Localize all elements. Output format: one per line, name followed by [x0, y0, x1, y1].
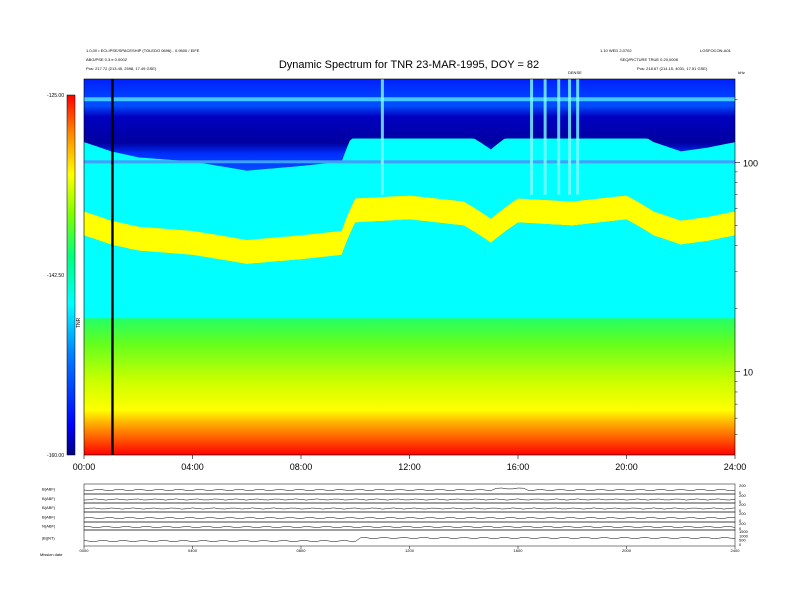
- chart-title: Dynamic Spectrum for TNR 23-MAR-1995, DO…: [279, 59, 539, 71]
- cyan-lower-band: [84, 219, 735, 319]
- lower-x-tick-label-5: 2000: [622, 548, 632, 553]
- panel-right-tick-5-2: 500: [739, 538, 746, 543]
- colorbar-side-label: TNR: [76, 317, 82, 328]
- panel-right-tick-3-0: 200: [739, 511, 746, 516]
- panel-right-tick-5-3: 0: [739, 542, 742, 547]
- burst-4: [568, 79, 572, 195]
- panel-right-tick-0-1: 0: [739, 490, 742, 495]
- panel-trace-4: [83, 526, 736, 528]
- colorbar-bottom-label: -160.00: [47, 453, 64, 459]
- lower-x-tick-label-4: 1600: [514, 548, 524, 553]
- footer-left-label: Mission date: [40, 552, 63, 557]
- panel-label-0: B(ABF): [42, 487, 56, 492]
- header-left-line3: Pos: 217.72 (213.45, 2598, 17.49 GSE): [86, 66, 157, 71]
- header-right-top: LOSFOCON-A01: [700, 48, 732, 53]
- panel-trace-1: [83, 498, 736, 501]
- panel-frame-3: [83, 511, 736, 523]
- panel-frame-0: [83, 483, 736, 495]
- panel-right-tick-5-0: 1500: [739, 529, 749, 534]
- lower-x-tick-label-3: 1200: [405, 548, 415, 553]
- upper-stripe: [84, 97, 735, 102]
- lower-x-tick-label-0: 0000: [80, 548, 90, 553]
- header-left-line2: ABG/PSE 0.3 e 0.0002: [86, 57, 128, 62]
- mid-stripe: [84, 160, 735, 164]
- panel-frame-4: [83, 521, 736, 531]
- burst-0: [380, 79, 384, 195]
- cyan-band: [84, 138, 735, 240]
- colorbar-mid-label: -142.50: [47, 273, 64, 279]
- panel-right-tick-0-0: 200: [739, 483, 746, 488]
- data-gap-line: [111, 79, 114, 455]
- panel-right-tick-2-1: 0: [739, 508, 742, 513]
- unit-label-khz: kHz: [738, 70, 745, 75]
- panel-right-tick-5-1: 1000: [739, 533, 749, 538]
- panel-label-2: B(ABF): [42, 505, 56, 510]
- x-tick-label-0: 00:00: [73, 462, 96, 472]
- panel-right-tick-1-1: 0: [739, 499, 742, 504]
- panel-trace-2: [83, 507, 736, 510]
- panel-label-5: |B|(NT): [42, 536, 55, 541]
- lower-x-tick-label-2: 0800: [297, 548, 307, 553]
- lower-panels: B(ABF)2000B(ABF)2000B(ABF)2000B(ABF)2000…: [42, 483, 749, 553]
- x-tick-label-2: 08:00: [290, 462, 313, 472]
- panel-right-tick-1-0: 200: [739, 493, 746, 498]
- lower-x-tick-label-6: 2400: [731, 548, 741, 553]
- x-tick-label-5: 20:00: [615, 462, 638, 472]
- panel-right-tick-4-0: 200: [739, 521, 746, 526]
- panel-frame-1: [83, 493, 736, 504]
- colorbar-top-label: -125.00: [47, 93, 64, 99]
- burst-3: [557, 79, 561, 195]
- panel-trace-0: [83, 487, 736, 491]
- header-right-line2: SEQ/PICTURE TRUE 0.20,0006: [620, 57, 679, 62]
- y-tick-label-0: 10: [743, 368, 753, 378]
- header-left-line1: 1.0,00 • ECLIPSE/SPACESHIP (TOLEDO 0696)…: [86, 48, 200, 53]
- plasma-line-band: [84, 195, 735, 265]
- event-mark-label: DENSE: [568, 70, 582, 75]
- burst-1: [530, 79, 534, 195]
- burst-2: [543, 79, 547, 195]
- panel-trace-3: [83, 517, 736, 519]
- panel-right-tick-3-1: 0: [739, 518, 742, 523]
- x-tick-label-1: 04:00: [181, 462, 204, 472]
- x-tick-label-3: 12:00: [398, 462, 421, 472]
- burst-5: [576, 79, 580, 195]
- panel-right-tick-2-0: 200: [739, 502, 746, 507]
- panel-label-3: B(ABF): [42, 515, 56, 520]
- panel-label-4: N(ABF): [42, 524, 56, 529]
- lower-x-tick-label-1: 0400: [188, 548, 198, 553]
- colorbar: [66, 94, 76, 456]
- header-right-line1: 1.10 WED 2.0702: [600, 48, 632, 53]
- x-tick-label-6: 24:00: [724, 462, 747, 472]
- y-tick-label-1: 100: [743, 158, 758, 168]
- panel-trace-5: [83, 537, 736, 542]
- x-tick-label-4: 16:00: [507, 462, 530, 472]
- panel-label-1: B(ABF): [42, 496, 56, 501]
- header-right-line3: Pos: 218.67 (214.15, 4031, 17.51 GSE): [637, 66, 708, 71]
- panel-frame-2: [83, 502, 736, 513]
- spectrogram: [84, 79, 735, 455]
- panel-right-tick-4-1: 0: [739, 526, 742, 531]
